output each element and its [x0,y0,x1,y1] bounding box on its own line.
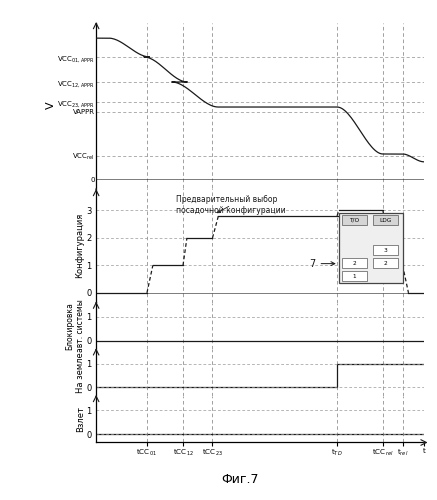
Y-axis label: Конфигурация: Конфигурация [76,213,84,278]
Bar [342,215,367,226]
Y-axis label: На земле: На земле [76,352,85,393]
Text: Фиг.7: Фиг.7 [222,473,259,486]
Text: 3: 3 [384,248,387,253]
Bar [373,245,398,256]
Y-axis label: Взлет: Взлет [76,406,85,432]
Y-axis label: Блокировка
авт. системы: Блокировка авт. системы [65,300,85,352]
Text: 2: 2 [352,260,356,266]
Text: 7: 7 [309,258,335,268]
Text: 1: 1 [352,274,356,278]
Text: T/O: T/O [349,218,359,222]
Text: LDG: LDG [379,218,392,222]
Bar [373,258,398,268]
Text: 2: 2 [384,260,387,266]
Y-axis label: V: V [45,102,55,110]
Bar [342,271,367,281]
Bar [373,215,398,226]
Bar [339,213,402,284]
Text: Предварительный выбор
посадочной конфигурации: Предварительный выбор посадочной конфигу… [177,196,286,214]
Bar [342,258,367,268]
